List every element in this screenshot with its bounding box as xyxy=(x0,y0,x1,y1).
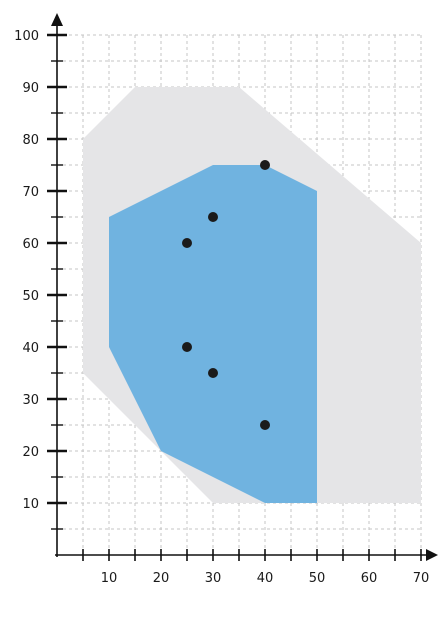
y-tick-label: 60 xyxy=(22,237,39,252)
x-axis-arrow xyxy=(426,549,438,561)
inner-feasible-region xyxy=(109,165,317,503)
x-tick-label: 30 xyxy=(205,571,222,586)
x-tick-label: 60 xyxy=(361,571,378,586)
data-points xyxy=(182,160,270,430)
y-tick-label: 50 xyxy=(22,289,39,304)
y-tick-label: 10 xyxy=(22,497,39,512)
x-tick-label: 10 xyxy=(101,571,118,586)
axis-ticks xyxy=(47,33,422,561)
y-tick-label: 30 xyxy=(22,393,39,408)
data-point xyxy=(260,160,270,170)
x-tick-label: 40 xyxy=(257,571,274,586)
data-point xyxy=(208,212,218,222)
data-point xyxy=(260,420,270,430)
y-tick-label: 70 xyxy=(22,185,39,200)
y-tick-label: 40 xyxy=(22,341,39,356)
data-point xyxy=(182,342,192,352)
data-point xyxy=(208,368,218,378)
x-tick-label: 50 xyxy=(309,571,326,586)
x-axis-tick-labels: 10 20 30 40 50 60 70 xyxy=(101,571,430,586)
x-tick-label: 70 xyxy=(413,571,430,586)
axes xyxy=(51,13,438,561)
y-tick-label: 20 xyxy=(22,445,39,460)
data-point xyxy=(182,238,192,248)
y-tick-label: 90 xyxy=(22,81,39,96)
y-tick-label: 80 xyxy=(22,133,39,148)
y-tick-label: 100 xyxy=(14,29,39,44)
y-axis-arrow xyxy=(51,13,63,26)
y-axis-tick-labels: 10 20 30 40 50 60 70 80 90 100 xyxy=(14,29,39,512)
x-tick-label: 20 xyxy=(153,571,170,586)
